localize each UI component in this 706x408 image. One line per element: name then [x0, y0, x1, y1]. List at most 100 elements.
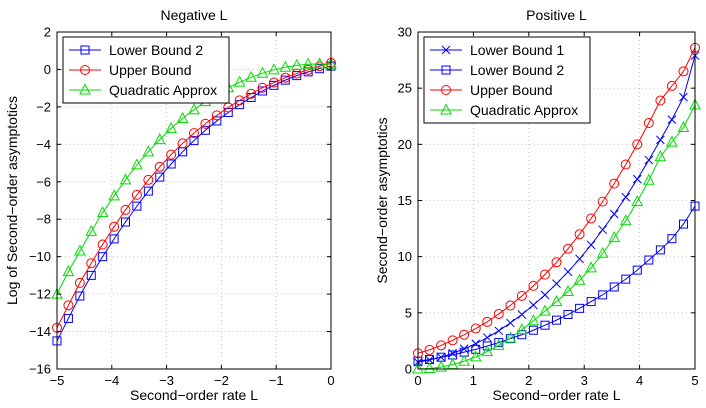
data-point [177, 138, 188, 149]
y-tick-label: 0 [405, 362, 412, 377]
data-point [620, 159, 631, 170]
data-point [517, 330, 527, 340]
data-point [85, 224, 98, 236]
legend-marker [80, 65, 90, 75]
x-tick-label: 3 [581, 373, 588, 388]
data-point [575, 303, 585, 313]
data-point [189, 136, 199, 146]
data-point [528, 325, 538, 335]
data-point [459, 329, 470, 340]
data-point [655, 95, 666, 106]
data-point [552, 279, 561, 288]
data-point [246, 88, 257, 99]
series-line [417, 47, 696, 354]
x-tick-label: 4 [636, 373, 643, 388]
data-point [608, 230, 621, 243]
data-point [596, 246, 609, 258]
y-tick-label: 0 [44, 62, 51, 77]
data-point [528, 280, 539, 291]
data-point [153, 133, 166, 145]
data-point [621, 274, 631, 284]
axes-frame [56, 31, 332, 370]
data-point [435, 360, 447, 372]
data-point [666, 135, 678, 147]
legend-box [423, 36, 591, 124]
y-tick-label: 10 [398, 249, 412, 264]
data-point [598, 225, 608, 235]
y-tick-label: −8 [36, 212, 51, 227]
data-point [212, 116, 222, 126]
data-point [97, 239, 108, 250]
data-point [447, 335, 458, 346]
data-point [529, 300, 538, 310]
legend-marker [441, 85, 451, 95]
y-axis-label: Log of Second−order asymptotics [4, 96, 20, 305]
data-point [643, 173, 655, 185]
data-point [654, 150, 667, 162]
data-point [166, 149, 177, 160]
y-tick-label: −12 [29, 287, 51, 302]
data-point [527, 314, 540, 326]
data-point [632, 139, 643, 150]
y-axis-label: Second−order asymptotics [374, 117, 390, 283]
legend: Lower Bound 2 Upper Bound Quadratic Approx [62, 36, 230, 104]
x-tick-label: −1 [269, 373, 284, 388]
data-point [176, 111, 189, 123]
data-point [96, 206, 109, 218]
data-point [482, 333, 492, 342]
x-axis-label: Second−order rate L [130, 387, 258, 403]
legend-label: Lower Bound 2 [109, 42, 203, 58]
data-point [644, 255, 654, 265]
series-quadratic-approx [51, 57, 337, 299]
data-point [504, 331, 517, 343]
x-tick-label: 0 [327, 373, 334, 388]
data-point [63, 300, 74, 311]
data-point [108, 189, 120, 201]
y-tick-label: −16 [29, 362, 51, 377]
data-point [666, 80, 677, 91]
data-point [279, 60, 292, 72]
data-point [75, 291, 85, 301]
data-point [656, 135, 665, 145]
data-point [598, 290, 608, 300]
data-point [98, 252, 108, 262]
data-point [165, 121, 177, 133]
data-point [586, 240, 596, 250]
data-point [562, 284, 574, 296]
data-point [143, 174, 154, 185]
x-tick-label: 1 [470, 373, 477, 388]
data-point [109, 234, 119, 244]
data-point [74, 277, 85, 288]
data-point [550, 295, 563, 307]
data-point [74, 244, 86, 256]
legend-label: Quadratic Approx [470, 102, 578, 118]
data-point [268, 77, 279, 88]
legend-entry: Quadratic Approx [430, 102, 578, 118]
chart-title: Positive L [526, 7, 587, 23]
chart-title: Negative L [161, 7, 228, 23]
y-tick-label: −14 [29, 324, 51, 339]
data-point [678, 66, 689, 77]
data-point [609, 209, 619, 219]
legend-label: Upper Bound [109, 62, 192, 78]
data-point [505, 300, 516, 311]
data-point [631, 195, 644, 207]
legend-marker [441, 45, 451, 55]
data-point [494, 326, 504, 336]
data-point [166, 159, 176, 169]
data-point [62, 265, 75, 277]
data-point [63, 313, 73, 323]
data-point [121, 217, 130, 227]
data-point [458, 354, 470, 366]
data-point [86, 258, 97, 269]
y-tick-label: −6 [36, 174, 51, 189]
data-point [200, 118, 211, 129]
y-tick-label: −2 [36, 99, 51, 114]
legend-entry: Lower Bound 2 [430, 62, 564, 78]
chart-negative-l: −5 −4 −3 −2 −1 0−16−14−12−10−8−6−4−202Negativ… [4, 7, 337, 403]
data-point [119, 173, 132, 185]
data-point [280, 72, 291, 83]
y-tick-label: 15 [398, 193, 412, 208]
data-point [586, 297, 596, 307]
